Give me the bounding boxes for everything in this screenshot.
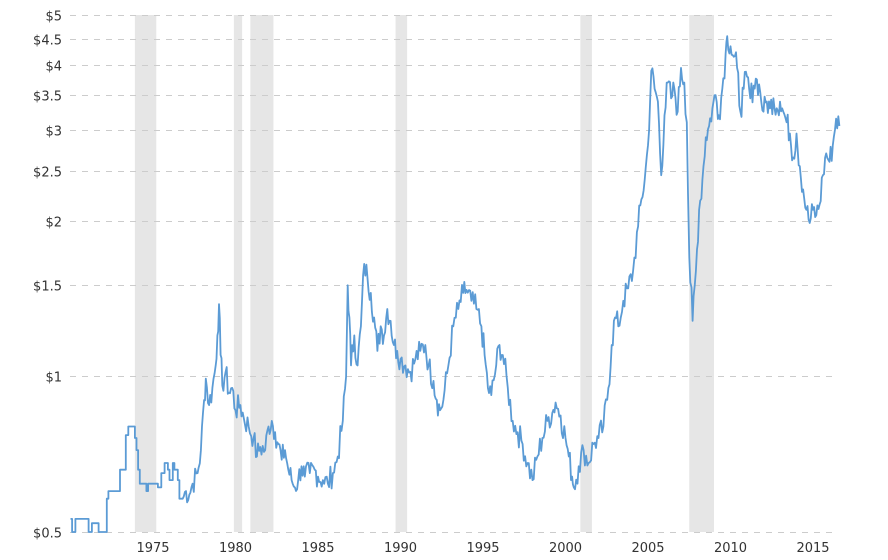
- y-tick-label: $3.5: [33, 90, 62, 105]
- recession-band: [250, 15, 274, 532]
- x-axis-labels: 1975 1980 1985 1990 1995 2000 2005 2010 2015: [136, 541, 829, 556]
- y-tick-label: $2.5: [33, 166, 62, 181]
- y-tick-label: $4: [45, 60, 62, 75]
- recession-bands: [134, 15, 714, 532]
- x-tick-label: 1975: [136, 541, 169, 556]
- y-tick-label: $2: [45, 216, 62, 231]
- x-tick-label: 2010: [714, 541, 747, 556]
- price-series-line: [70, 35, 841, 533]
- y-axis-labels: $5 $4.5 $4 $3.5 $3 $2.5 $2 $1.5 $1 $0.5: [33, 10, 62, 542]
- y-tick-label: $5: [45, 10, 62, 25]
- recession-band: [580, 15, 592, 532]
- x-tick-label: 1985: [301, 541, 334, 556]
- recession-band: [233, 15, 243, 532]
- recession-band: [395, 15, 408, 532]
- x-tick-label: 1990: [384, 541, 417, 556]
- y-tick-label: $1: [45, 371, 62, 386]
- x-tick-label: 1995: [466, 541, 499, 556]
- y-tick-label: $0.5: [33, 527, 62, 542]
- y-tick-label: $4.5: [33, 34, 62, 49]
- recession-band: [689, 15, 714, 532]
- x-tick-label: 2005: [631, 541, 664, 556]
- recession-band: [134, 15, 157, 532]
- x-tick-label: 2015: [796, 541, 829, 556]
- y-tick-label: $3: [45, 125, 62, 140]
- x-tick-label: 2000: [549, 541, 582, 556]
- y-gridlines: [70, 15, 836, 533]
- y-tick-label: $1.5: [33, 280, 62, 295]
- x-tick-label: 1980: [219, 541, 252, 556]
